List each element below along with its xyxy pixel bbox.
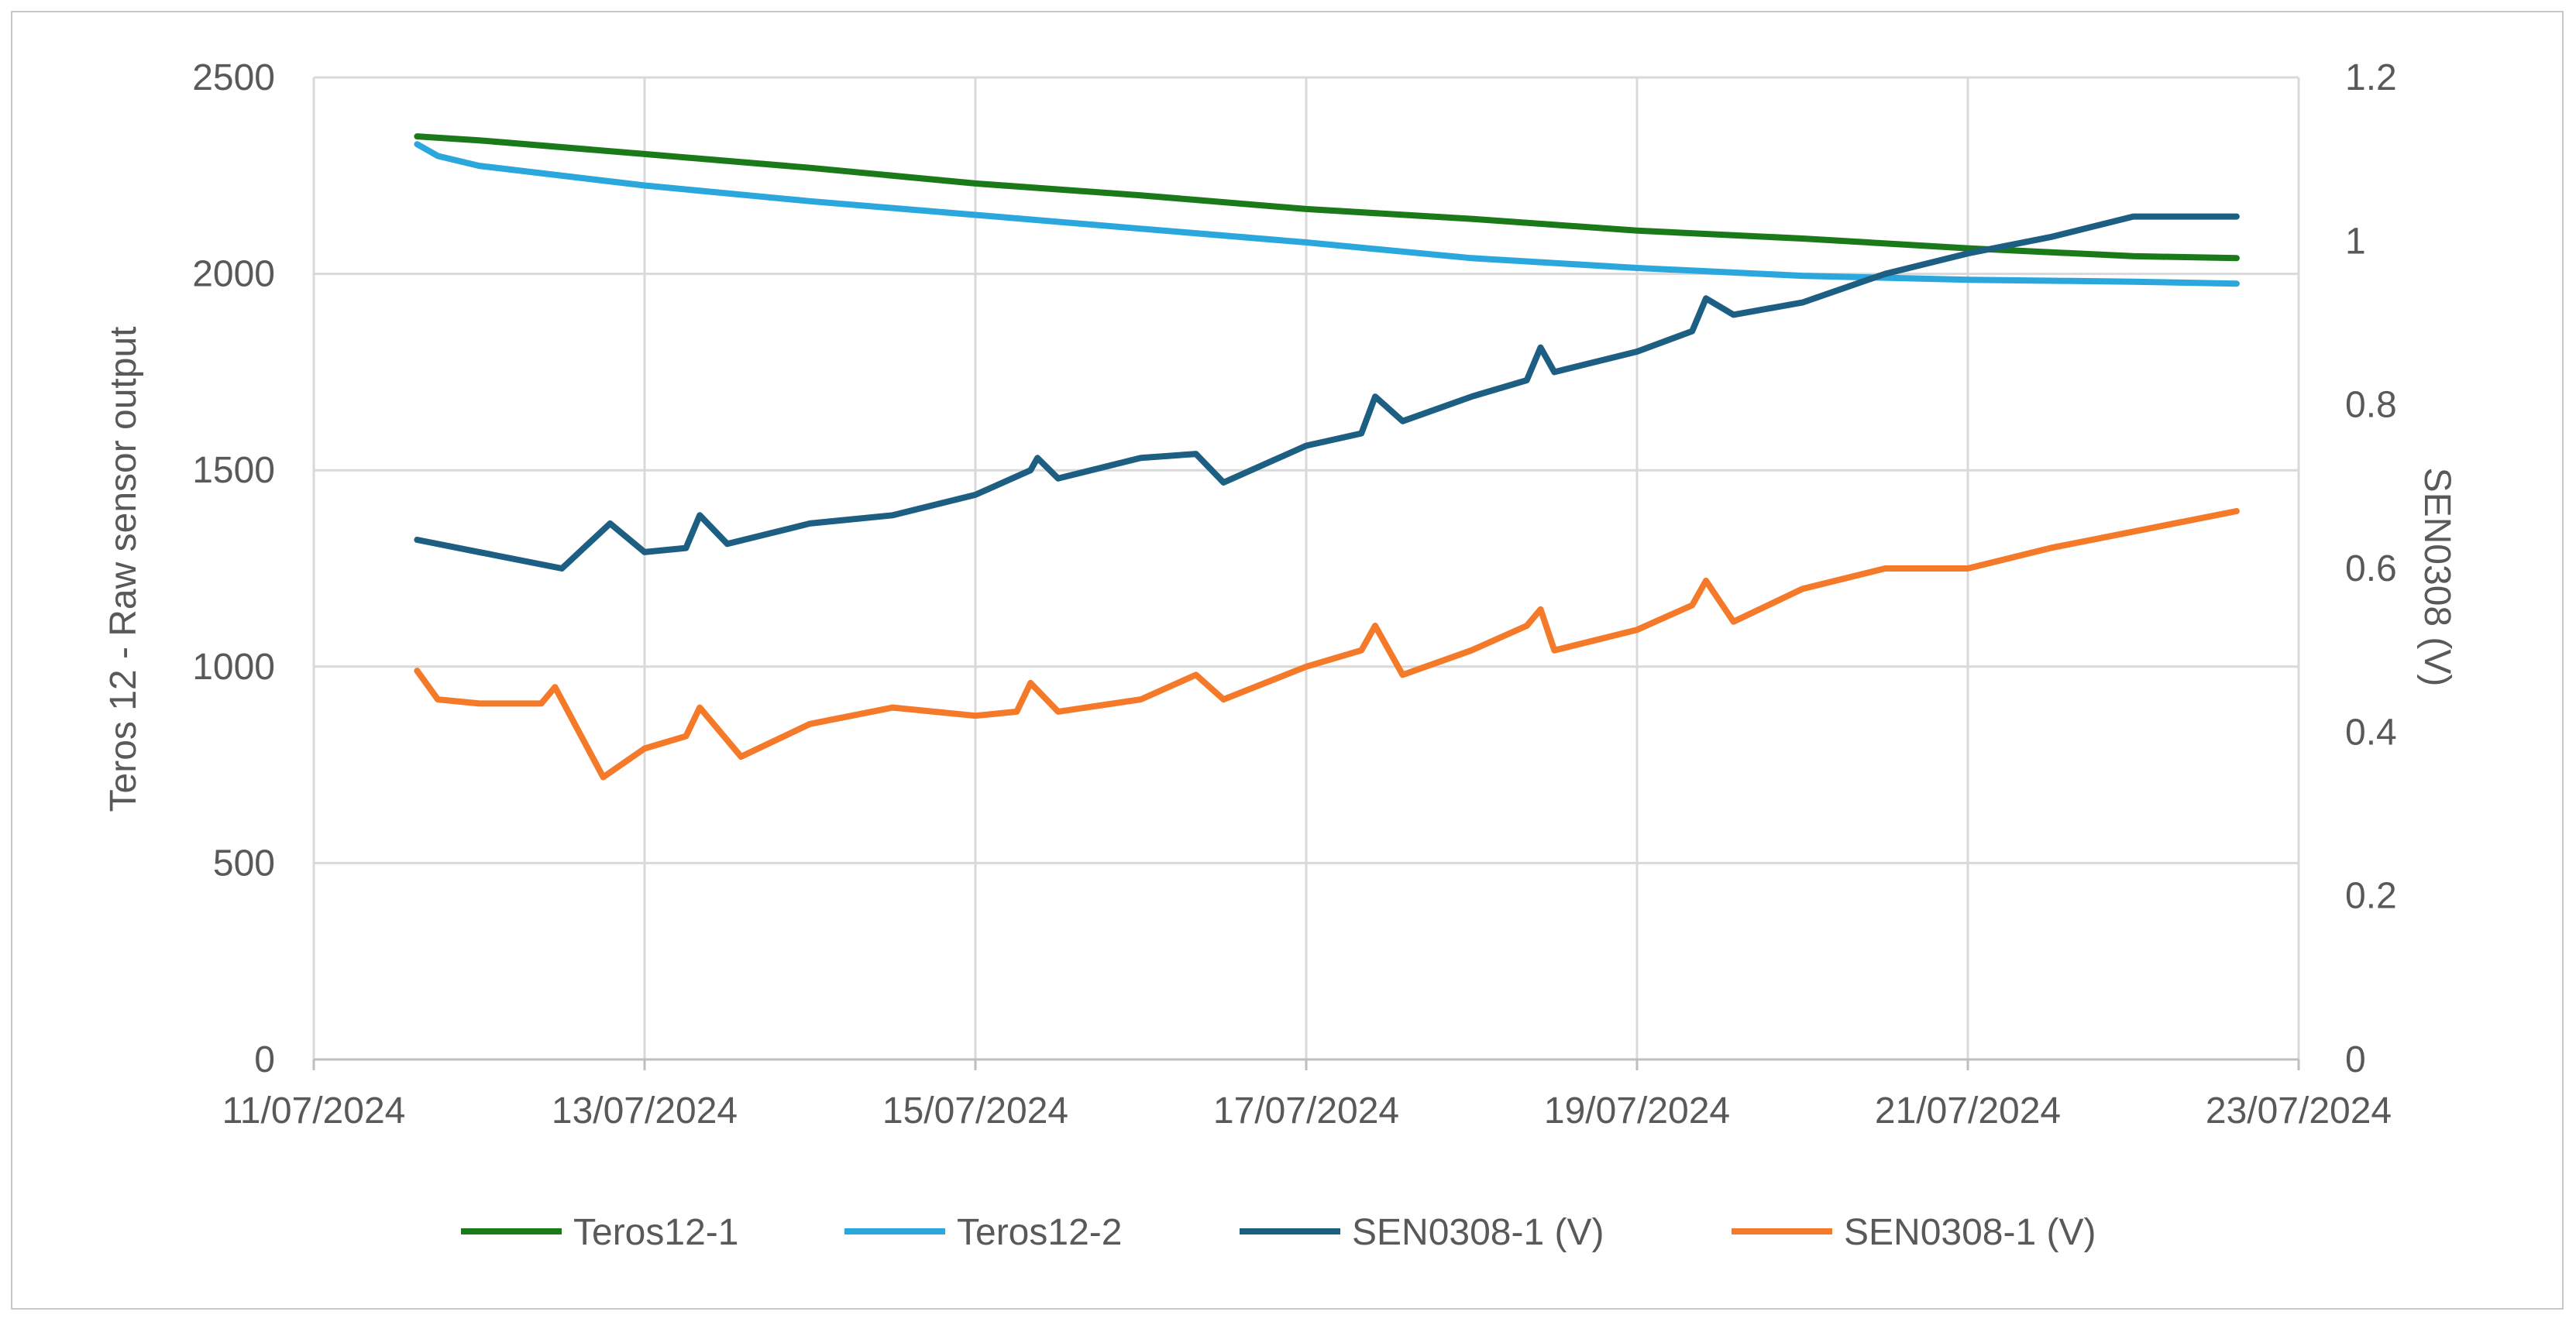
y2-tick-label: 0.4 [2345,712,2397,753]
legend-label-4: SEN0308-1 (V) [1844,1212,2096,1253]
legend-label-1: Teros12-1 [573,1212,738,1253]
y2-tick-label: 1.2 [2345,57,2397,98]
chart-frame [11,11,2564,1310]
x-tick-label: 21/07/2024 [1875,1090,2061,1131]
legend-label-3: SEN0308-1 (V) [1352,1212,1604,1253]
y-tick-label: 0 [254,1039,275,1080]
y2-tick-label: 0 [2345,1039,2366,1080]
gridlines [312,76,2300,1061]
plot-area [414,133,2240,781]
y-tick-label: 2000 [192,254,275,295]
y-tick-label: 500 [213,843,275,884]
x-tick-label: 19/07/2024 [1544,1090,1730,1131]
x-tick-label: 11/07/2024 [222,1090,406,1131]
y-tick-label: 1000 [192,647,275,688]
y2-tick-label: 1 [2345,221,2366,262]
legend: Teros12-1 Teros12-2 SEN0308-1 (V) SEN0308-1… [461,1212,2096,1253]
series-line-2 [414,141,2240,287]
x-tick-label: 23/07/2024 [2206,1090,2392,1131]
series-line-4 [414,508,2240,781]
legend-label-2: Teros12-2 [957,1212,1122,1253]
y-tick-label: 2500 [192,57,275,98]
x-tick-label: 15/07/2024 [882,1090,1068,1131]
y2-tick-label: 0.2 [2345,876,2397,917]
y-axis-title: Teros 12 - Raw sensor output [103,327,144,812]
y2-tick-label: 0.8 [2345,385,2397,426]
y2-tick-label: 0.6 [2345,548,2397,589]
series-line-3 [414,213,2240,572]
axes: 0 500 1000 1500 2000 2500 0 0.2 0.4 0.6 0.8 1 1.2 11/… [192,57,2397,1131]
x-tick-label: 13/07/2024 [552,1090,738,1131]
y2-axis-title: SEN0308 (V) [2416,468,2457,687]
x-tick-label: 17/07/2024 [1213,1090,1399,1131]
y-tick-label: 1500 [192,450,275,491]
series-line-1 [414,133,2240,262]
